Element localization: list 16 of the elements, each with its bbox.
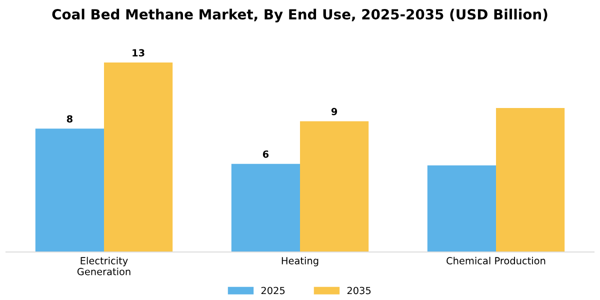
bar xyxy=(427,165,496,252)
data-label: 13 xyxy=(132,49,144,56)
chart-title: Coal Bed Methane Market, By End Use, 2025-2035 (USD Billion) xyxy=(52,8,548,22)
legend-label: 2035 xyxy=(347,286,371,294)
bar xyxy=(300,121,369,252)
x-tick-label: Electricity Generation xyxy=(77,256,130,276)
bar xyxy=(231,164,300,252)
bar xyxy=(496,108,565,252)
x-tick-label: Chemical Production xyxy=(446,256,546,264)
data-label: 8 xyxy=(66,115,72,123)
x-tick-label: Heating xyxy=(282,256,318,266)
legend-label: 2025 xyxy=(261,286,285,294)
bar xyxy=(104,62,173,252)
data-label: 9 xyxy=(331,108,338,116)
data-label: 6 xyxy=(262,150,269,158)
bar xyxy=(35,128,104,252)
